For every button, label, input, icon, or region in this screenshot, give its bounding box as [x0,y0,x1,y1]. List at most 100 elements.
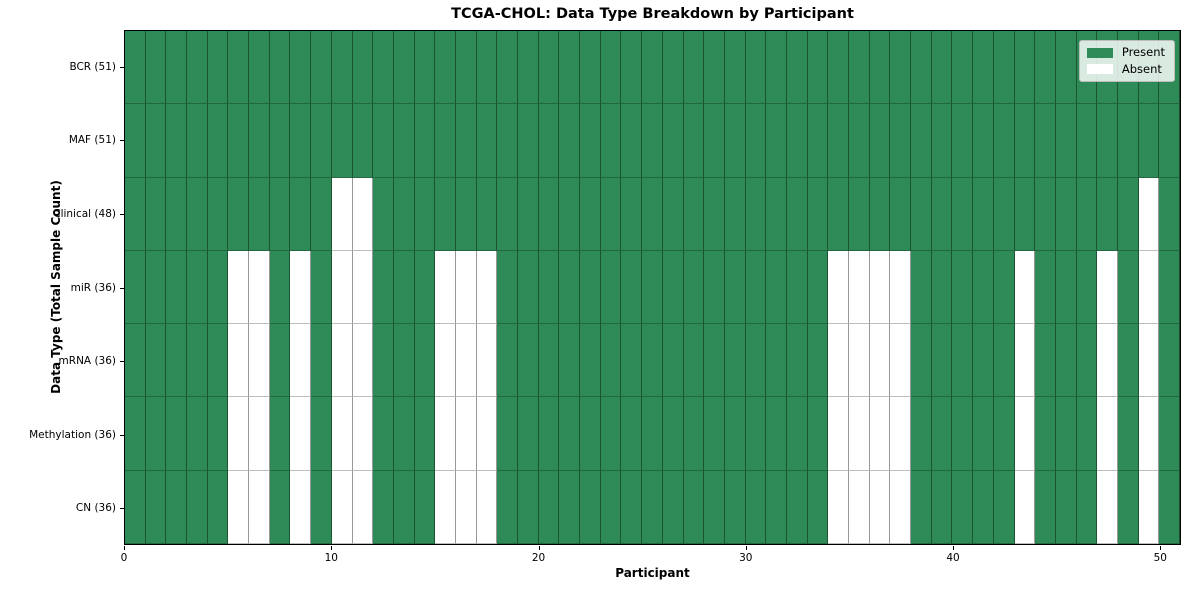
heatmap-cell [1014,177,1036,251]
heatmap-cell [1097,177,1118,251]
heatmap-cell [931,31,953,105]
heatmap-cell [1159,104,1180,178]
y-tick-mark [120,434,124,436]
heatmap-cell [745,324,767,398]
heatmap-cell [435,104,456,178]
heatmap-cell [766,104,787,178]
heatmap-cell [497,177,519,251]
heatmap-cell [1035,397,1056,471]
heatmap-cell [145,397,167,471]
heatmap-cell [993,31,1015,105]
heatmap-cell [642,250,663,325]
heatmap-cell [911,324,932,398]
x-tick-mark [745,546,747,550]
heatmap-cell [497,397,519,471]
heatmap-cell [228,177,250,251]
heatmap-cell [290,31,312,105]
heatmap-cell [352,470,374,544]
heatmap-cell [331,324,353,398]
heatmap-cell [331,250,353,325]
heatmap-cell [1014,104,1036,178]
heatmap-cell [228,324,250,398]
heatmap-cell [497,104,519,178]
heatmap-cell [228,31,250,105]
heatmap-cell [1055,250,1077,325]
heatmap-cell [745,177,767,251]
heatmap-cell [807,324,829,398]
legend-item-absent: Absent [1086,63,1165,76]
heatmap-cell [145,250,167,325]
x-tick-mark [1160,546,1162,550]
heatmap-cell [849,31,870,105]
heatmap-cell [1138,104,1160,178]
heatmap-cell [249,31,270,105]
heatmap-cell [807,104,829,178]
heatmap-cell [580,104,601,178]
heatmap-cell [745,397,767,471]
heatmap-cell [1138,470,1160,544]
heatmap-cell [642,470,663,544]
heatmap-cell [993,324,1015,398]
y-tick-mark [120,66,124,68]
heatmap-cell [1014,324,1036,398]
x-tick-mark [124,546,125,550]
heatmap-cell [311,104,332,178]
heatmap-cell [724,470,746,544]
heatmap-cell [1159,177,1180,251]
heatmap-cell [311,397,332,471]
heatmap-cell [786,31,808,105]
heatmap-cell [373,104,394,178]
heatmap-cell [704,177,725,251]
heatmap-cell [1035,177,1056,251]
heatmap-cell [187,104,208,178]
heatmap-cell [228,250,250,325]
heatmap-cell [352,324,374,398]
heatmap-cell [662,104,684,178]
heatmap-cell [849,397,870,471]
heatmap-cell [290,397,312,471]
heatmap-cell [600,324,622,398]
heatmap-cell [166,470,188,544]
heatmap-cell [849,470,870,544]
x-tick-label: 0 [120,552,128,564]
heatmap-cell [931,324,953,398]
heatmap-cell [952,31,974,105]
heatmap-cell [269,31,291,105]
heatmap-cell [993,397,1015,471]
heatmap-cell [269,324,291,398]
heatmap-cell [1097,470,1118,544]
heatmap-cell [249,177,270,251]
heatmap-cell [373,31,394,105]
heatmap-cell [373,177,394,251]
heatmap-cell [455,250,477,325]
heatmap-cell [869,177,891,251]
heatmap-cell [518,250,539,325]
heatmap-cell [187,177,208,251]
heatmap-cell [869,250,891,325]
x-tick-label: 20 [531,552,546,564]
heatmap-cell [228,397,250,471]
heatmap-cell [724,31,746,105]
heatmap-cell [125,31,146,105]
heatmap-cell [269,104,291,178]
heatmap-cell [145,177,167,251]
heatmap-cell [931,470,953,544]
heatmap-cell [1076,470,1098,544]
heatmap-cell [290,250,312,325]
heatmap-cell [311,324,332,398]
heatmap-cell [414,324,436,398]
heatmap-cell [621,324,643,398]
heatmap-cell [704,470,725,544]
heatmap-cell [973,104,994,178]
heatmap-cell [166,31,188,105]
plot-area: Present Absent [124,30,1181,545]
heatmap-cell [145,31,167,105]
heatmap-cell [1138,177,1160,251]
heatmap-cell [187,470,208,544]
x-tick-label: 30 [739,552,753,564]
heatmap-cell [393,470,415,544]
heatmap-cell [476,104,498,178]
heatmap-cell [890,104,912,178]
heatmap-cell [393,177,415,251]
